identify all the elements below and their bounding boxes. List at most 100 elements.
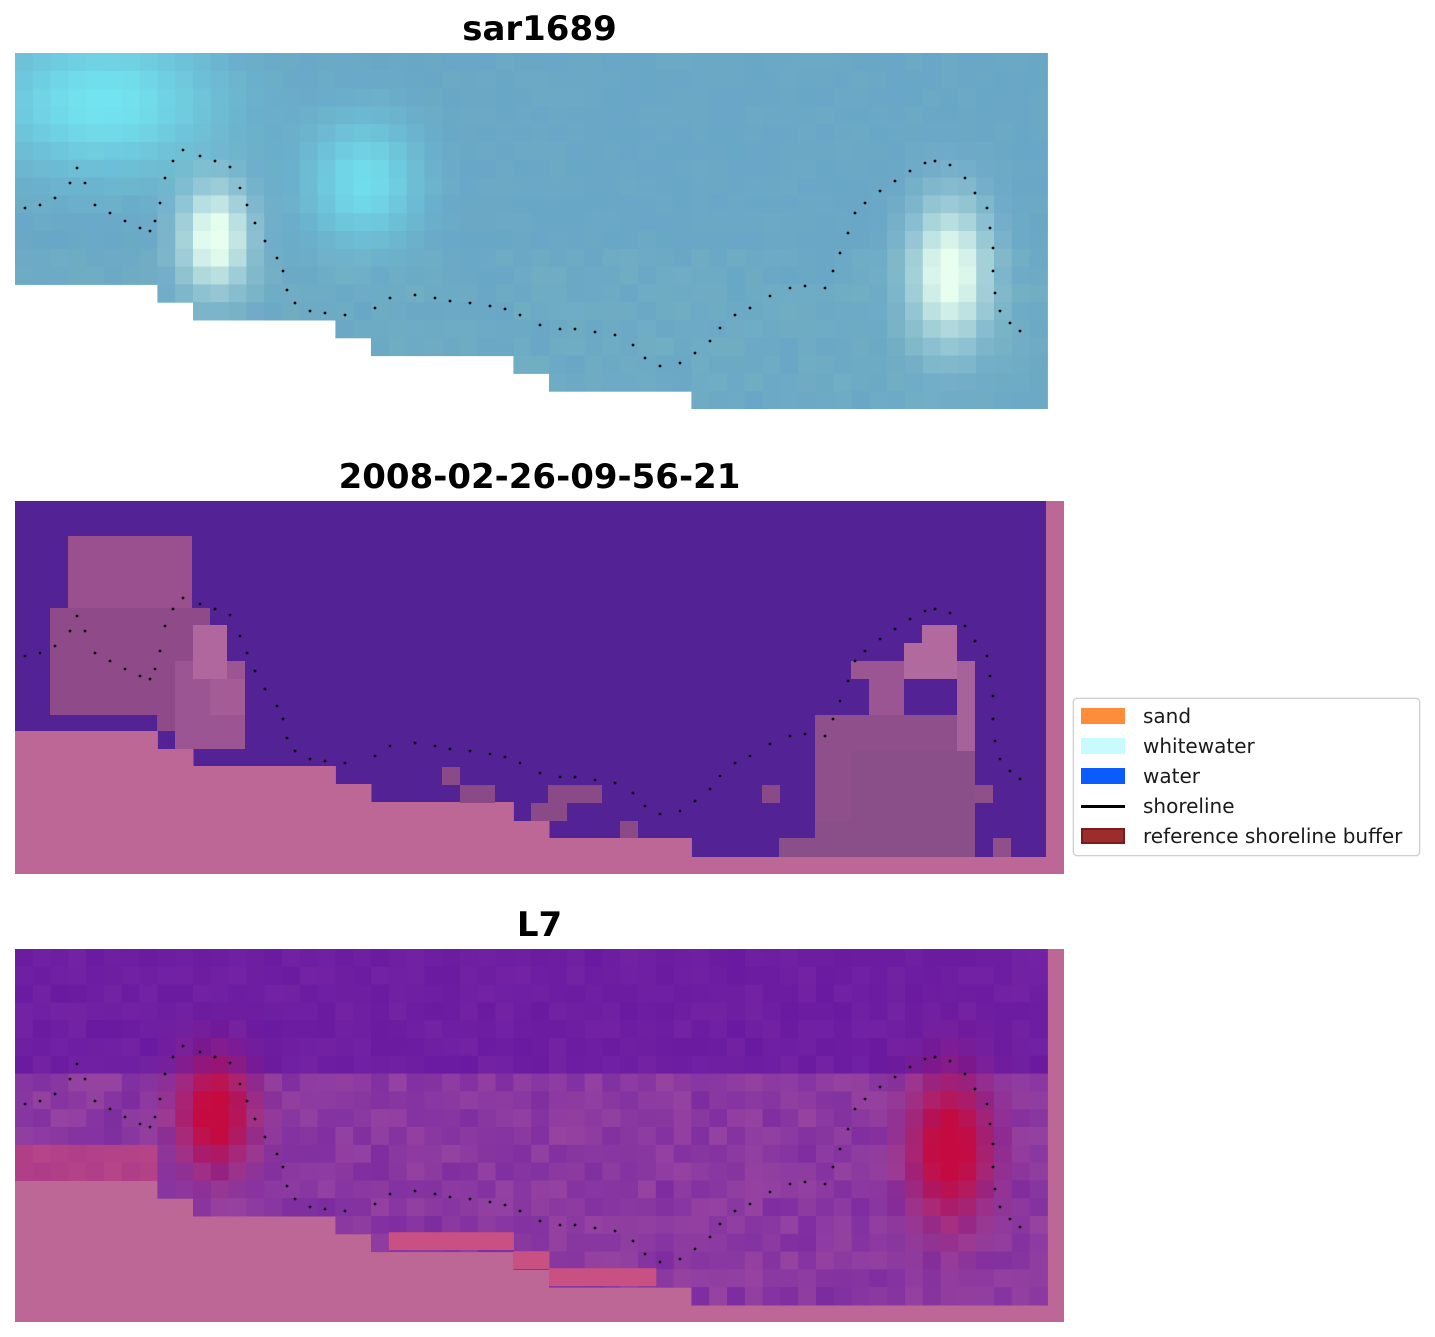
rgb-pixel bbox=[922, 302, 942, 321]
rgb-pixel bbox=[388, 248, 408, 268]
index-pixel bbox=[531, 1180, 550, 1199]
rgb-pixel bbox=[264, 231, 283, 250]
index-pixel bbox=[193, 1127, 212, 1146]
index-pixel bbox=[15, 1038, 34, 1057]
rgb-pixel bbox=[976, 142, 995, 161]
rgb-pixel bbox=[299, 231, 319, 250]
rgb-pixel bbox=[282, 177, 301, 196]
index-pixel bbox=[922, 1144, 942, 1164]
index-pixel bbox=[495, 1109, 514, 1128]
index-pixel bbox=[86, 1038, 105, 1057]
shoreline-point bbox=[123, 1115, 127, 1119]
index-pixel bbox=[958, 1073, 977, 1092]
shoreline-point bbox=[281, 1165, 285, 1169]
index-pixel bbox=[1029, 1251, 1048, 1270]
nodata-cell bbox=[210, 766, 230, 858]
index-pixel bbox=[851, 1162, 870, 1181]
rgb-pixel bbox=[139, 124, 158, 143]
index-pixel bbox=[816, 984, 835, 1003]
index-pixel bbox=[976, 1073, 995, 1092]
index-pixel bbox=[193, 1091, 212, 1110]
rgb-pixel bbox=[976, 213, 995, 232]
rgb-pixel bbox=[709, 337, 728, 357]
rgb-pixel bbox=[638, 159, 657, 179]
rgb-pixel bbox=[798, 177, 817, 196]
rgb-pixel bbox=[709, 70, 728, 90]
index-pixel bbox=[477, 1162, 497, 1181]
rgb-pixel bbox=[994, 337, 1013, 357]
rgb-pixel bbox=[816, 355, 835, 374]
index-pixel bbox=[602, 1091, 621, 1110]
index-pixel bbox=[104, 1127, 123, 1146]
index-pixel bbox=[246, 1038, 265, 1057]
rgb-pixel bbox=[531, 355, 550, 374]
index-pixel bbox=[905, 1038, 924, 1057]
index-pixel bbox=[887, 1251, 906, 1270]
index-pixel bbox=[869, 1162, 888, 1181]
index-pixel bbox=[762, 1109, 781, 1128]
index-pixel bbox=[317, 1091, 336, 1110]
index-pixel bbox=[495, 1162, 514, 1181]
index-pixel bbox=[1011, 1162, 1031, 1181]
shoreline-point bbox=[893, 627, 897, 631]
shoreline-point bbox=[343, 1209, 347, 1213]
rgb-pixel bbox=[655, 142, 675, 161]
index-pixel bbox=[175, 949, 194, 968]
rgb-pixel bbox=[299, 284, 319, 303]
index-pixel bbox=[887, 1109, 906, 1128]
index-pixel bbox=[353, 984, 372, 1003]
rgb-pixel bbox=[816, 302, 835, 321]
shoreline-point bbox=[373, 754, 377, 758]
index-pixel bbox=[513, 1216, 532, 1235]
index-pixel bbox=[727, 1038, 746, 1057]
shoreline-point bbox=[488, 1200, 492, 1204]
rgb-pixel bbox=[282, 213, 301, 232]
index-pixel bbox=[673, 1162, 692, 1181]
index-pixel bbox=[371, 1233, 390, 1253]
rgb-pixel bbox=[424, 124, 443, 143]
rgb-pixel bbox=[282, 302, 301, 321]
rgb-pixel bbox=[353, 106, 372, 125]
shoreline-point bbox=[991, 1142, 995, 1146]
index-pixel bbox=[976, 1269, 995, 1288]
index-pixel bbox=[709, 1109, 728, 1128]
nodata-cell bbox=[299, 766, 319, 858]
index-pixel bbox=[851, 1287, 870, 1306]
index-pixel bbox=[246, 1055, 265, 1075]
rgb-pixel bbox=[460, 231, 479, 250]
index-pixel bbox=[1029, 1162, 1048, 1181]
index-pixel bbox=[1011, 1020, 1031, 1039]
rgb-pixel bbox=[816, 266, 835, 285]
index-pixel bbox=[513, 984, 532, 1003]
index-pixel bbox=[905, 1251, 924, 1270]
index-pixel bbox=[709, 1251, 728, 1270]
rgb-pixel bbox=[495, 213, 514, 232]
index-pixel bbox=[513, 1055, 532, 1075]
rgb-pixel bbox=[727, 248, 746, 268]
shoreline-point bbox=[488, 752, 492, 756]
index-pixel bbox=[976, 1002, 995, 1021]
index-pixel bbox=[15, 1109, 34, 1128]
rgb-pixel bbox=[798, 355, 817, 374]
rgb-pixel bbox=[620, 337, 639, 357]
index-pixel bbox=[477, 1109, 497, 1128]
rgb-pixel bbox=[655, 70, 675, 90]
index-pixel bbox=[371, 1091, 390, 1110]
index-pixel bbox=[228, 1109, 247, 1128]
nodata-cell bbox=[602, 838, 621, 858]
index-edge-cell bbox=[388, 1232, 408, 1250]
rgb-pixel bbox=[424, 337, 443, 357]
rgb-pixel bbox=[335, 70, 354, 90]
rgb-pixel bbox=[709, 195, 728, 214]
index-pixel bbox=[691, 1002, 710, 1021]
index-pixel bbox=[584, 1055, 603, 1075]
rgb-pixel bbox=[780, 70, 799, 90]
shoreline-point bbox=[948, 611, 952, 615]
nodata-cell bbox=[442, 802, 461, 858]
rgb-pixel bbox=[388, 53, 408, 72]
index-pixel bbox=[68, 1020, 87, 1039]
rgb-pixel bbox=[50, 106, 69, 125]
rgb-pixel bbox=[566, 337, 586, 357]
index-pixel bbox=[495, 966, 514, 986]
rgb-pixel bbox=[193, 159, 212, 179]
